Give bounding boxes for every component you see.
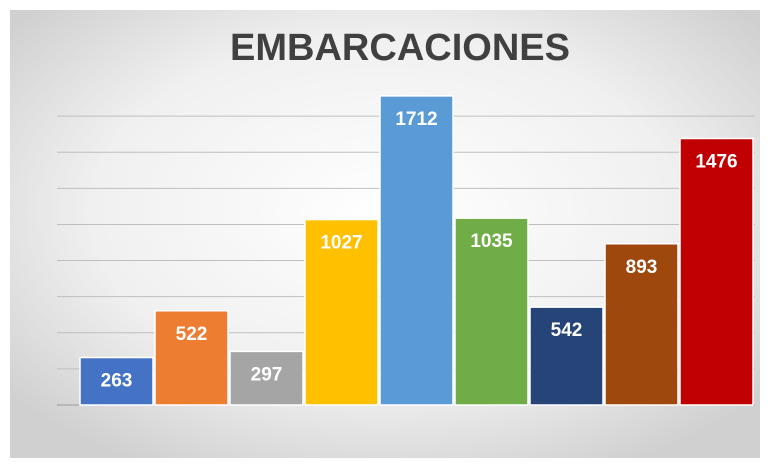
bar <box>454 217 529 406</box>
data-label: 1027 <box>320 233 362 254</box>
data-label: 1035 <box>470 231 513 252</box>
bar <box>379 95 454 406</box>
data-label: 263 <box>101 371 133 392</box>
bar <box>529 306 604 406</box>
chart-title: EMBARCACIONES <box>230 27 570 69</box>
data-label: 297 <box>251 364 283 385</box>
bar <box>154 310 229 406</box>
bar <box>304 218 379 406</box>
data-label: 1712 <box>395 109 437 130</box>
bar <box>604 243 679 406</box>
bar <box>79 356 154 406</box>
bar <box>679 137 754 406</box>
data-label: 893 <box>626 257 658 278</box>
data-label: 1476 <box>695 152 737 173</box>
data-label: 522 <box>176 324 208 345</box>
bar <box>229 350 304 406</box>
data-label: 542 <box>551 320 583 341</box>
